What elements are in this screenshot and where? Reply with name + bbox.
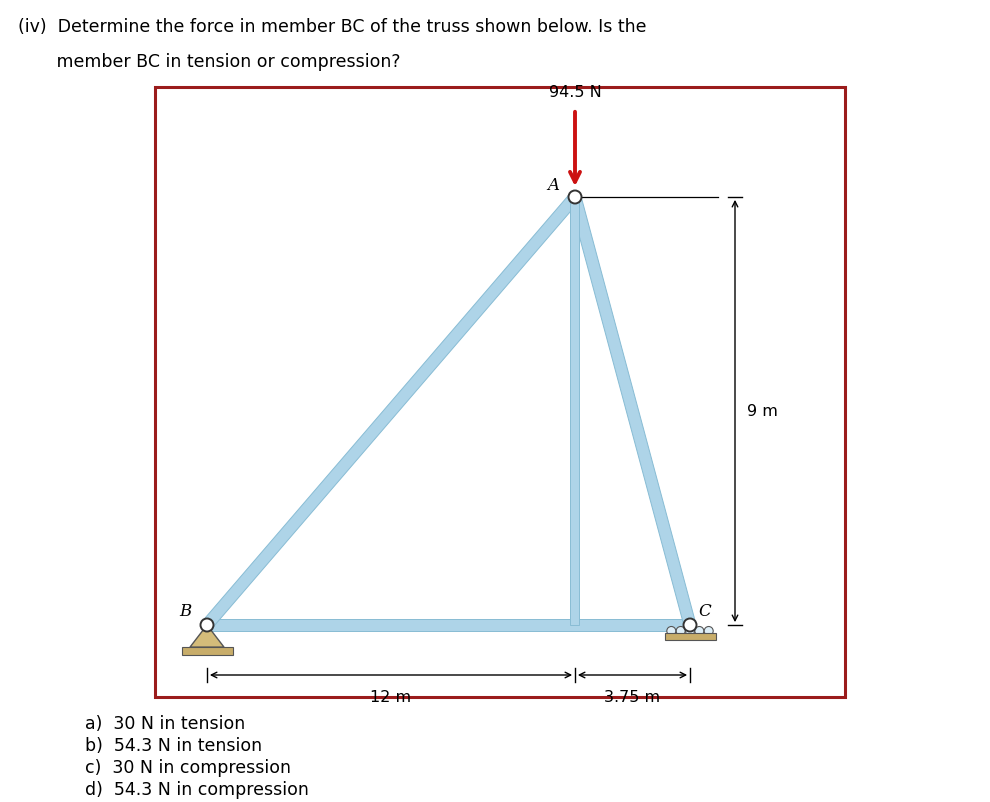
- Text: 9 m: 9 m: [747, 404, 778, 419]
- Text: member BC in tension or compression?: member BC in tension or compression?: [18, 53, 401, 71]
- Circle shape: [676, 626, 685, 636]
- Text: b)  54.3 N in tension: b) 54.3 N in tension: [85, 736, 262, 754]
- Text: 12 m: 12 m: [370, 689, 412, 704]
- Circle shape: [704, 626, 713, 636]
- Text: 3.75 m: 3.75 m: [605, 689, 660, 704]
- Bar: [181, 647, 233, 654]
- Bar: [155, 88, 845, 697]
- Circle shape: [667, 626, 676, 636]
- Text: A: A: [547, 176, 559, 194]
- Polygon shape: [570, 198, 579, 626]
- Polygon shape: [190, 626, 224, 647]
- Text: C: C: [698, 602, 711, 619]
- Circle shape: [568, 191, 581, 205]
- Polygon shape: [202, 194, 579, 629]
- Bar: [664, 633, 716, 640]
- Circle shape: [683, 618, 697, 632]
- Text: 94.5 N: 94.5 N: [548, 85, 601, 100]
- Text: B: B: [179, 602, 191, 619]
- Circle shape: [695, 626, 704, 636]
- Text: (iv)  Determine the force in member BC of the truss shown below. Is the: (iv) Determine the force in member BC of…: [18, 18, 646, 36]
- Text: c)  30 N in compression: c) 30 N in compression: [85, 758, 291, 776]
- Circle shape: [685, 626, 695, 636]
- Text: d)  54.3 N in compression: d) 54.3 N in compression: [85, 780, 309, 798]
- Polygon shape: [207, 619, 690, 631]
- Circle shape: [201, 618, 214, 632]
- Text: a)  30 N in tension: a) 30 N in tension: [85, 714, 246, 732]
- Polygon shape: [569, 196, 696, 627]
